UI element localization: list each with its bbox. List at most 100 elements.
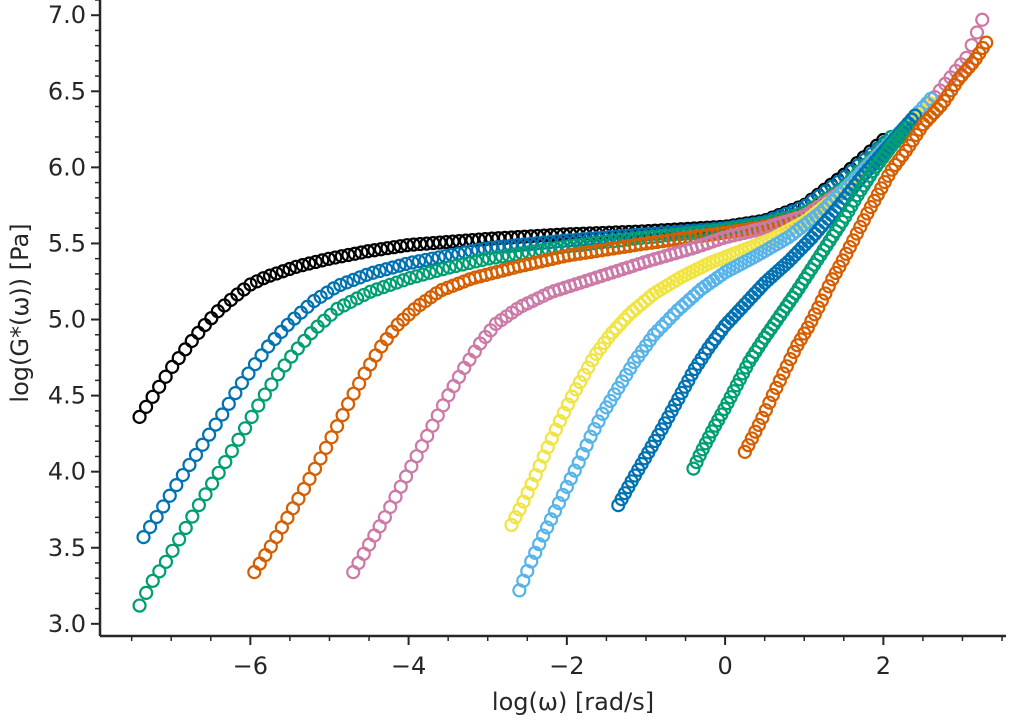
data-point [807, 307, 822, 322]
data-point [284, 349, 299, 364]
data-point [448, 258, 464, 274]
data-point [958, 64, 973, 79]
data-point [769, 380, 784, 395]
data-point [373, 242, 389, 257]
data-point [145, 389, 160, 404]
series-1 [136, 129, 899, 545]
data-point [295, 258, 310, 273]
data-point [516, 494, 531, 509]
data-point [923, 91, 938, 107]
data-point [237, 421, 253, 436]
data-point [919, 96, 934, 111]
ticks: −6 −4 −2 0 2 3.0 3.5 4.0 4.5 5.0 5.5 6.0 6.5 7.0 [48, 0, 1003, 680]
data-point [741, 438, 756, 453]
data-point [794, 241, 809, 256]
data-point [249, 274, 265, 289]
data-point [654, 319, 669, 334]
data-point [158, 554, 174, 569]
x-tick-label: 2 [876, 652, 891, 680]
data-point [321, 251, 336, 266]
y-tick-label: 6.5 [48, 77, 86, 105]
data-point [587, 421, 602, 437]
data-point [243, 277, 258, 292]
data-point [930, 102, 945, 117]
data-point [666, 307, 681, 322]
data-point [142, 519, 158, 535]
data-point [580, 360, 596, 375]
data-point [551, 496, 567, 511]
data-point [896, 124, 912, 139]
data-point [783, 352, 798, 367]
data-point [488, 250, 503, 265]
data-point [308, 254, 323, 270]
data-point [228, 386, 243, 401]
data-point [138, 399, 154, 414]
y-tick-label: 7.0 [48, 1, 86, 29]
data-point [254, 348, 269, 363]
data-point [574, 237, 589, 252]
data-point [234, 375, 250, 391]
y-tick-label: 5.5 [48, 229, 86, 257]
series-7 [611, 108, 923, 513]
data-point [539, 520, 555, 535]
y-tick-label: 4.0 [48, 458, 86, 486]
data-point [572, 375, 588, 390]
data-point [313, 451, 328, 466]
data-point [367, 243, 382, 258]
data-point [346, 272, 361, 287]
data-point [218, 454, 233, 470]
data-point [556, 405, 571, 420]
data-point [811, 300, 826, 315]
data-point [158, 369, 173, 384]
data-point [149, 509, 164, 525]
data-point [462, 255, 477, 271]
data-point [363, 284, 378, 299]
data-point [576, 367, 592, 382]
data-point [425, 251, 440, 266]
data-point [540, 440, 555, 455]
data-point [779, 359, 794, 374]
data-point [737, 444, 752, 459]
data-point [256, 271, 271, 286]
x-tick-label: −2 [549, 652, 584, 680]
data-point [613, 316, 628, 332]
data-point [776, 366, 791, 381]
data-point [191, 498, 207, 513]
data-point [251, 398, 266, 413]
data-point [431, 250, 446, 265]
data-point [797, 237, 813, 252]
x-tick-label: −6 [233, 652, 268, 680]
data-point [257, 387, 272, 402]
data-point [919, 113, 934, 128]
axes [98, 0, 1006, 638]
data-point [429, 263, 444, 279]
data-point [839, 246, 854, 261]
data-point [856, 213, 871, 228]
data-point [523, 236, 538, 251]
data-point [136, 529, 151, 545]
data-point [650, 323, 665, 338]
data-point [455, 257, 470, 272]
data-point [393, 239, 408, 254]
data-point [139, 585, 154, 600]
x-tick-label: −4 [391, 652, 426, 680]
data-point [398, 256, 413, 272]
y-tick-label: 3.0 [48, 610, 86, 638]
data-point [979, 35, 994, 50]
data-point [508, 510, 523, 525]
data-point [432, 235, 447, 250]
data-point [208, 417, 223, 432]
data-point [347, 246, 362, 261]
data-point [737, 297, 753, 312]
data-point [686, 461, 701, 476]
data-point [372, 263, 387, 279]
data-point [727, 307, 743, 323]
data-point [262, 268, 278, 283]
data-point [536, 528, 551, 543]
data-point [162, 488, 177, 503]
data-point [185, 509, 200, 524]
data-point [339, 275, 354, 290]
x-axis-title: log(ω) [rad/s] [492, 688, 654, 716]
data-point [365, 265, 381, 280]
